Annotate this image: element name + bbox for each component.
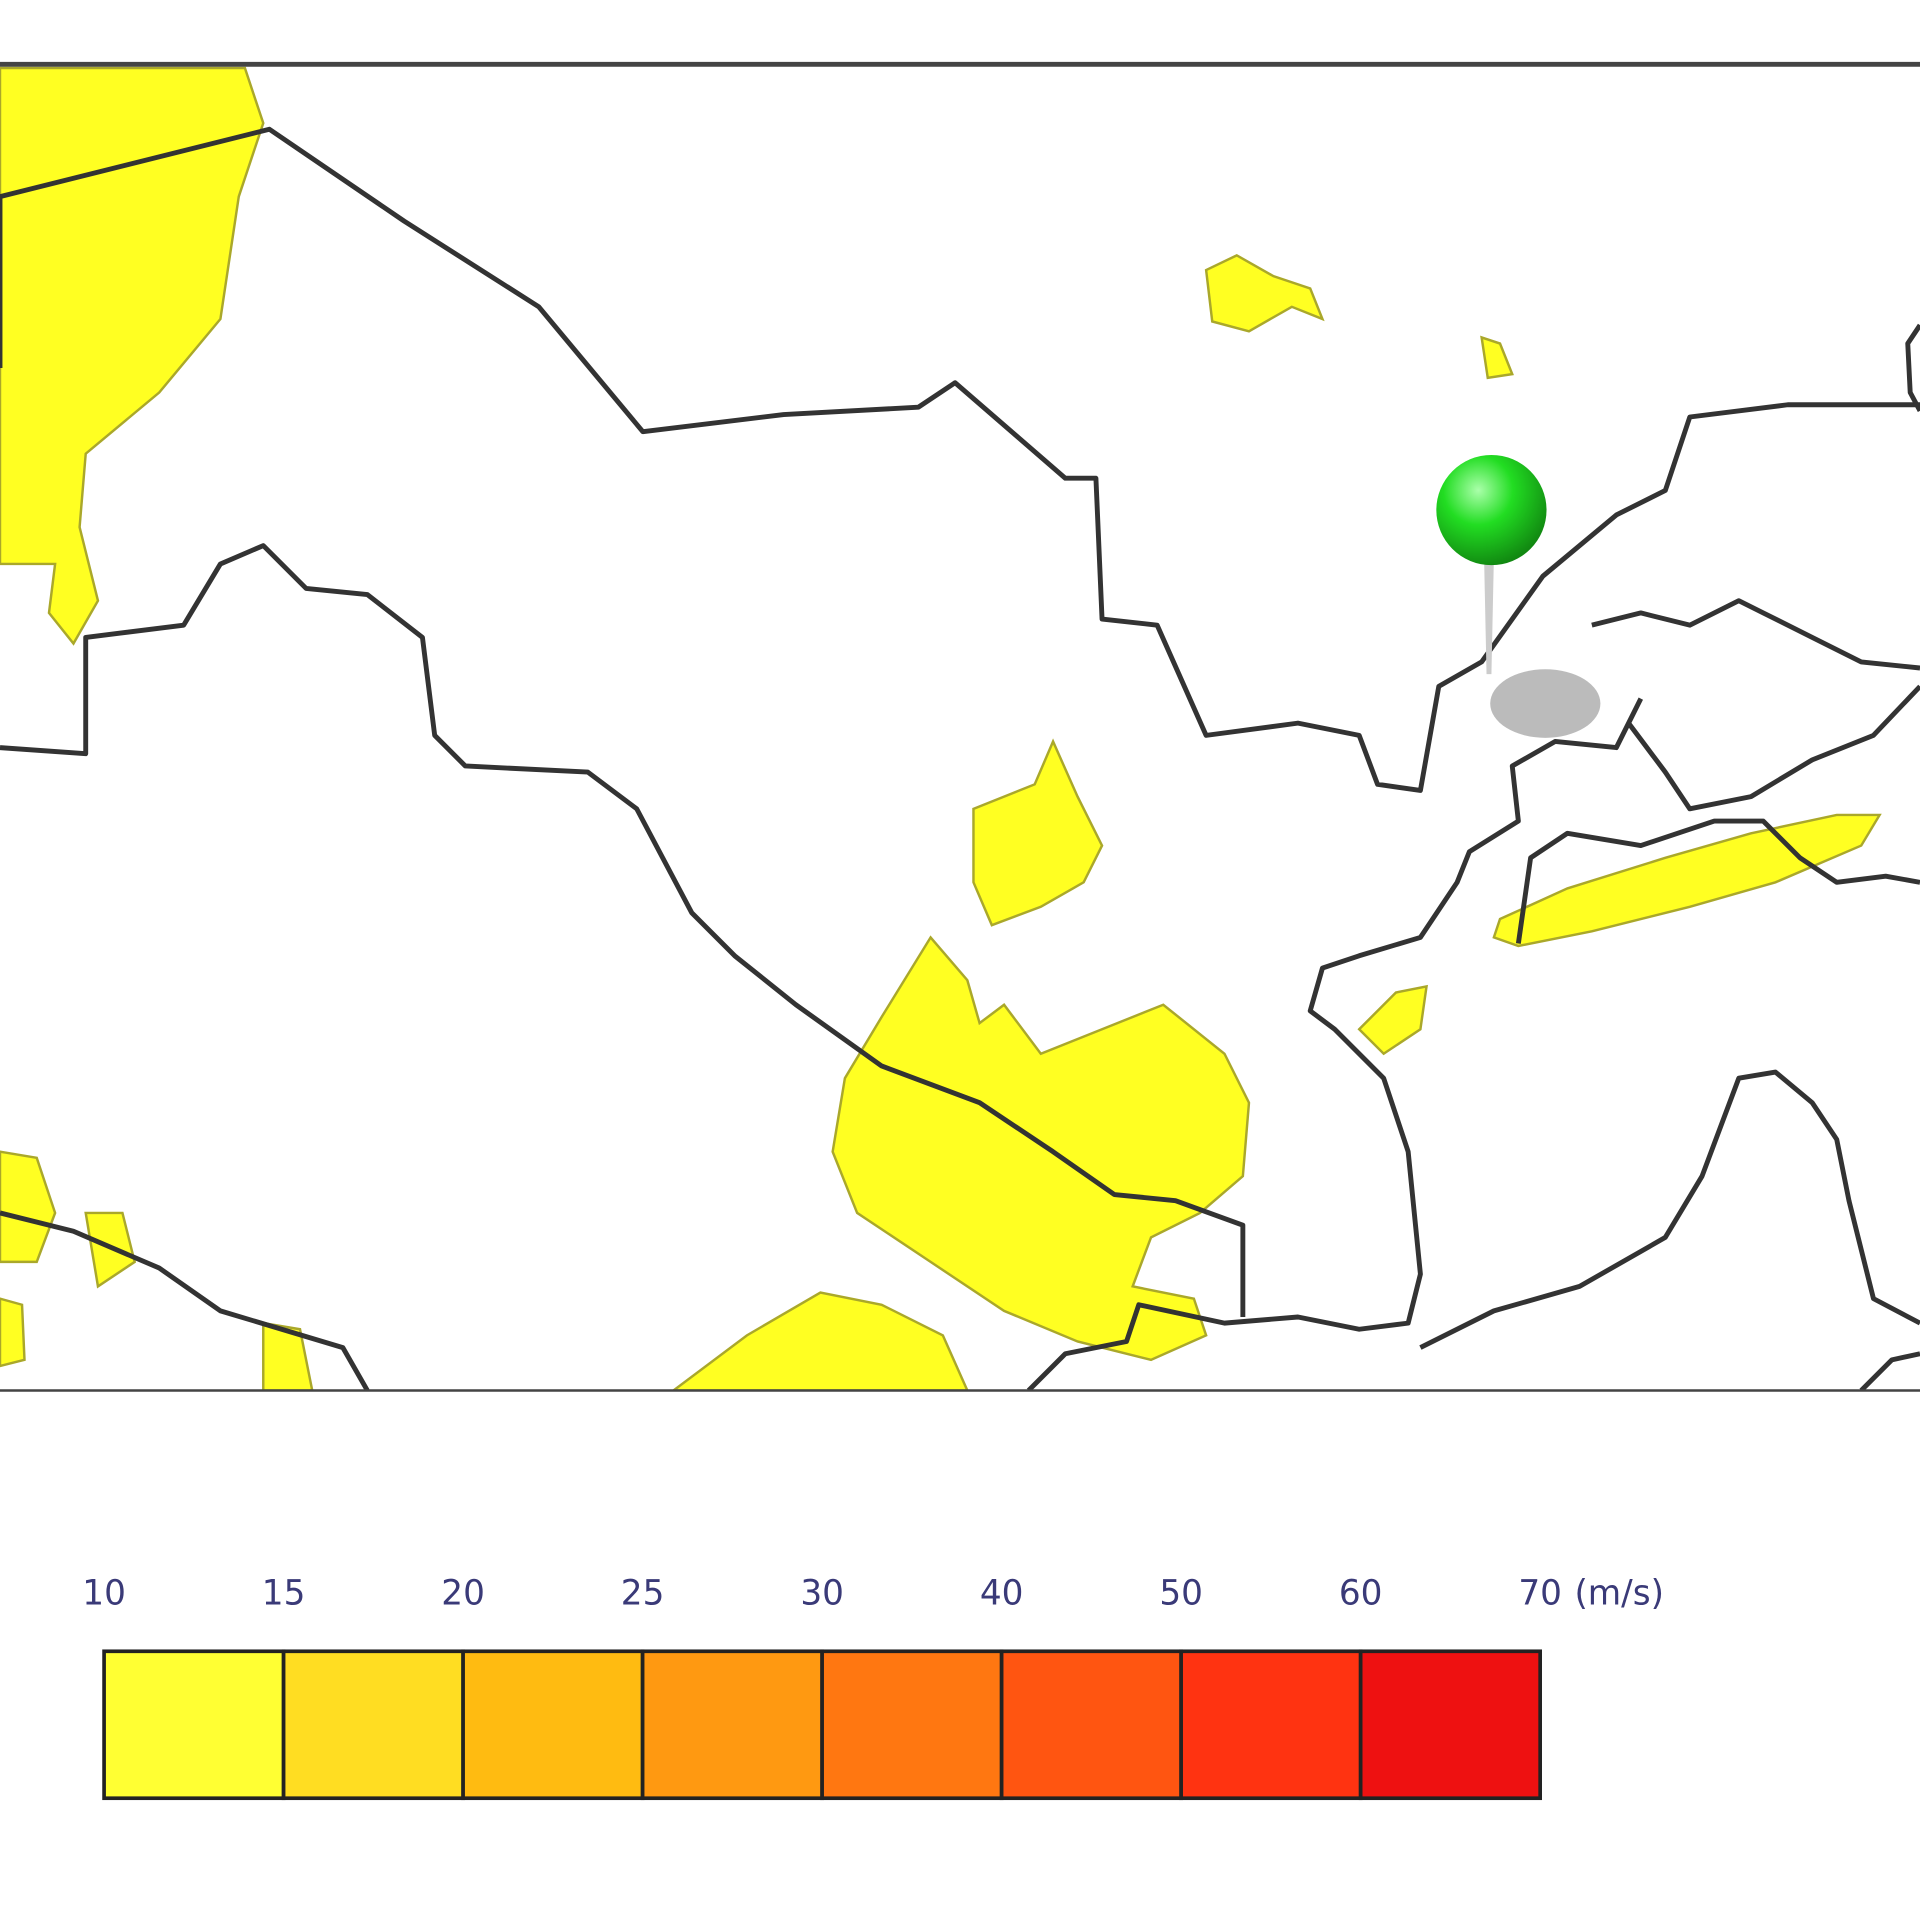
legend-color-box xyxy=(640,1649,824,1801)
color-legend: 10 15 20 25 30 40 50 60 70 (m/s) xyxy=(82,1573,1664,1801)
legend-unit: (m/s) xyxy=(1574,1573,1664,1613)
legend-tick-label: 10 xyxy=(82,1573,126,1613)
legend-color-box xyxy=(1179,1649,1363,1801)
wind-areas xyxy=(0,66,1882,1391)
map xyxy=(0,64,1920,1391)
marker-shadow xyxy=(1490,669,1601,738)
legend-tick-label: 25 xyxy=(621,1573,665,1613)
legend-tick-label: 70 xyxy=(1518,1573,1562,1613)
legend-tick-label: 60 xyxy=(1339,1573,1383,1613)
legend-color-box xyxy=(102,1649,286,1801)
legend-tick-label: 50 xyxy=(1159,1573,1203,1613)
borders xyxy=(0,126,1920,1391)
legend-tick-label: 15 xyxy=(262,1573,306,1613)
legend-color-box xyxy=(461,1649,645,1801)
marker-stem xyxy=(1484,557,1494,675)
legend-tick-label: 30 xyxy=(800,1573,844,1613)
legend-color-box xyxy=(281,1649,465,1801)
marker-pin xyxy=(1436,454,1547,566)
location-marker xyxy=(1436,454,1601,738)
legend-tick-label: 40 xyxy=(980,1573,1024,1613)
legend-tick-label: 20 xyxy=(441,1573,485,1613)
legend-color-box xyxy=(820,1649,1004,1801)
legend-color-box xyxy=(999,1649,1183,1801)
legend-color-box xyxy=(1358,1649,1542,1801)
